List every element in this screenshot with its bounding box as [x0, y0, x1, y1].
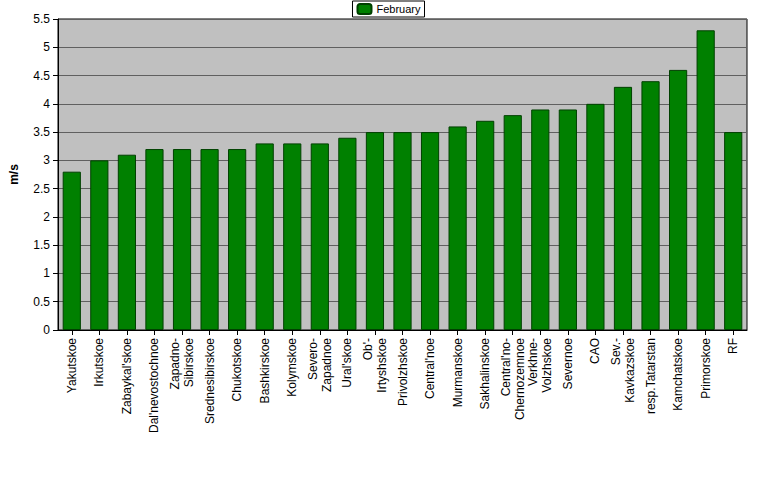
svg-text:Ural'skoe: Ural'skoe — [340, 338, 354, 388]
svg-text:Sev.-: Sev.- — [609, 338, 623, 365]
svg-text:Kamchatskoe: Kamchatskoe — [671, 338, 685, 411]
svg-text:4.5: 4.5 — [33, 69, 50, 83]
svg-text:Zabaykal'skoe: Zabaykal'skoe — [120, 338, 134, 415]
svg-text:Yakutskoe: Yakutskoe — [65, 338, 79, 393]
svg-text:5.5: 5.5 — [33, 12, 50, 26]
svg-text:RF: RF — [726, 338, 740, 354]
svg-text:CAO: CAO — [588, 338, 602, 364]
svg-text:Kavkazskoe: Kavkazskoe — [623, 338, 637, 403]
svg-text:Verkhne-: Verkhne- — [526, 338, 540, 386]
svg-text:3: 3 — [43, 153, 50, 167]
svg-text:0.5: 0.5 — [33, 295, 50, 309]
svg-text:1: 1 — [43, 266, 50, 280]
svg-text:Severnoe: Severnoe — [561, 338, 575, 390]
svg-text:Irtyshskoe: Irtyshskoe — [375, 338, 389, 393]
svg-text:Dal'nevostochnoe: Dal'nevostochnoe — [147, 338, 161, 433]
svg-text:Volzhskoe: Volzhskoe — [540, 338, 554, 393]
svg-text:3.5: 3.5 — [33, 125, 50, 139]
svg-text:5: 5 — [43, 40, 50, 54]
svg-text:1.5: 1.5 — [33, 238, 50, 252]
svg-text:Central'noe: Central'noe — [423, 338, 437, 399]
svg-text:Srednesibirskoe: Srednesibirskoe — [203, 338, 217, 424]
svg-text:Chukotskoe: Chukotskoe — [230, 338, 244, 402]
svg-text:Chernozemnoe: Chernozemnoe — [513, 338, 527, 420]
svg-text:Central'no-: Central'no- — [499, 338, 513, 396]
svg-text:Sibirskoe: Sibirskoe — [182, 338, 196, 388]
svg-text:Ob'-: Ob'- — [361, 338, 375, 360]
svg-text:February: February — [376, 3, 421, 15]
svg-text:Privolzhskoe: Privolzhskoe — [396, 338, 410, 406]
svg-text:Zapadno-: Zapadno- — [168, 338, 182, 389]
svg-text:Severo-: Severo- — [306, 338, 320, 380]
svg-text:Murmanskoe: Murmanskoe — [451, 338, 465, 408]
svg-text:2: 2 — [43, 210, 50, 224]
svg-text:Zapadnoe: Zapadnoe — [320, 338, 334, 392]
svg-text:Sakhalinskoe: Sakhalinskoe — [478, 338, 492, 410]
svg-text:Bashkirskoe: Bashkirskoe — [258, 338, 272, 404]
svg-text:4: 4 — [43, 97, 50, 111]
svg-text:Primorskoe: Primorskoe — [699, 338, 713, 399]
svg-text:0: 0 — [43, 323, 50, 337]
svg-text:Irkutskoe: Irkutskoe — [92, 338, 106, 387]
svg-text:Kolymskoe: Kolymskoe — [285, 338, 299, 397]
svg-text:2.5: 2.5 — [33, 182, 50, 196]
svg-text:m/s: m/s — [7, 164, 21, 185]
svg-text:resp.Tatarstan: resp.Tatarstan — [644, 338, 658, 414]
